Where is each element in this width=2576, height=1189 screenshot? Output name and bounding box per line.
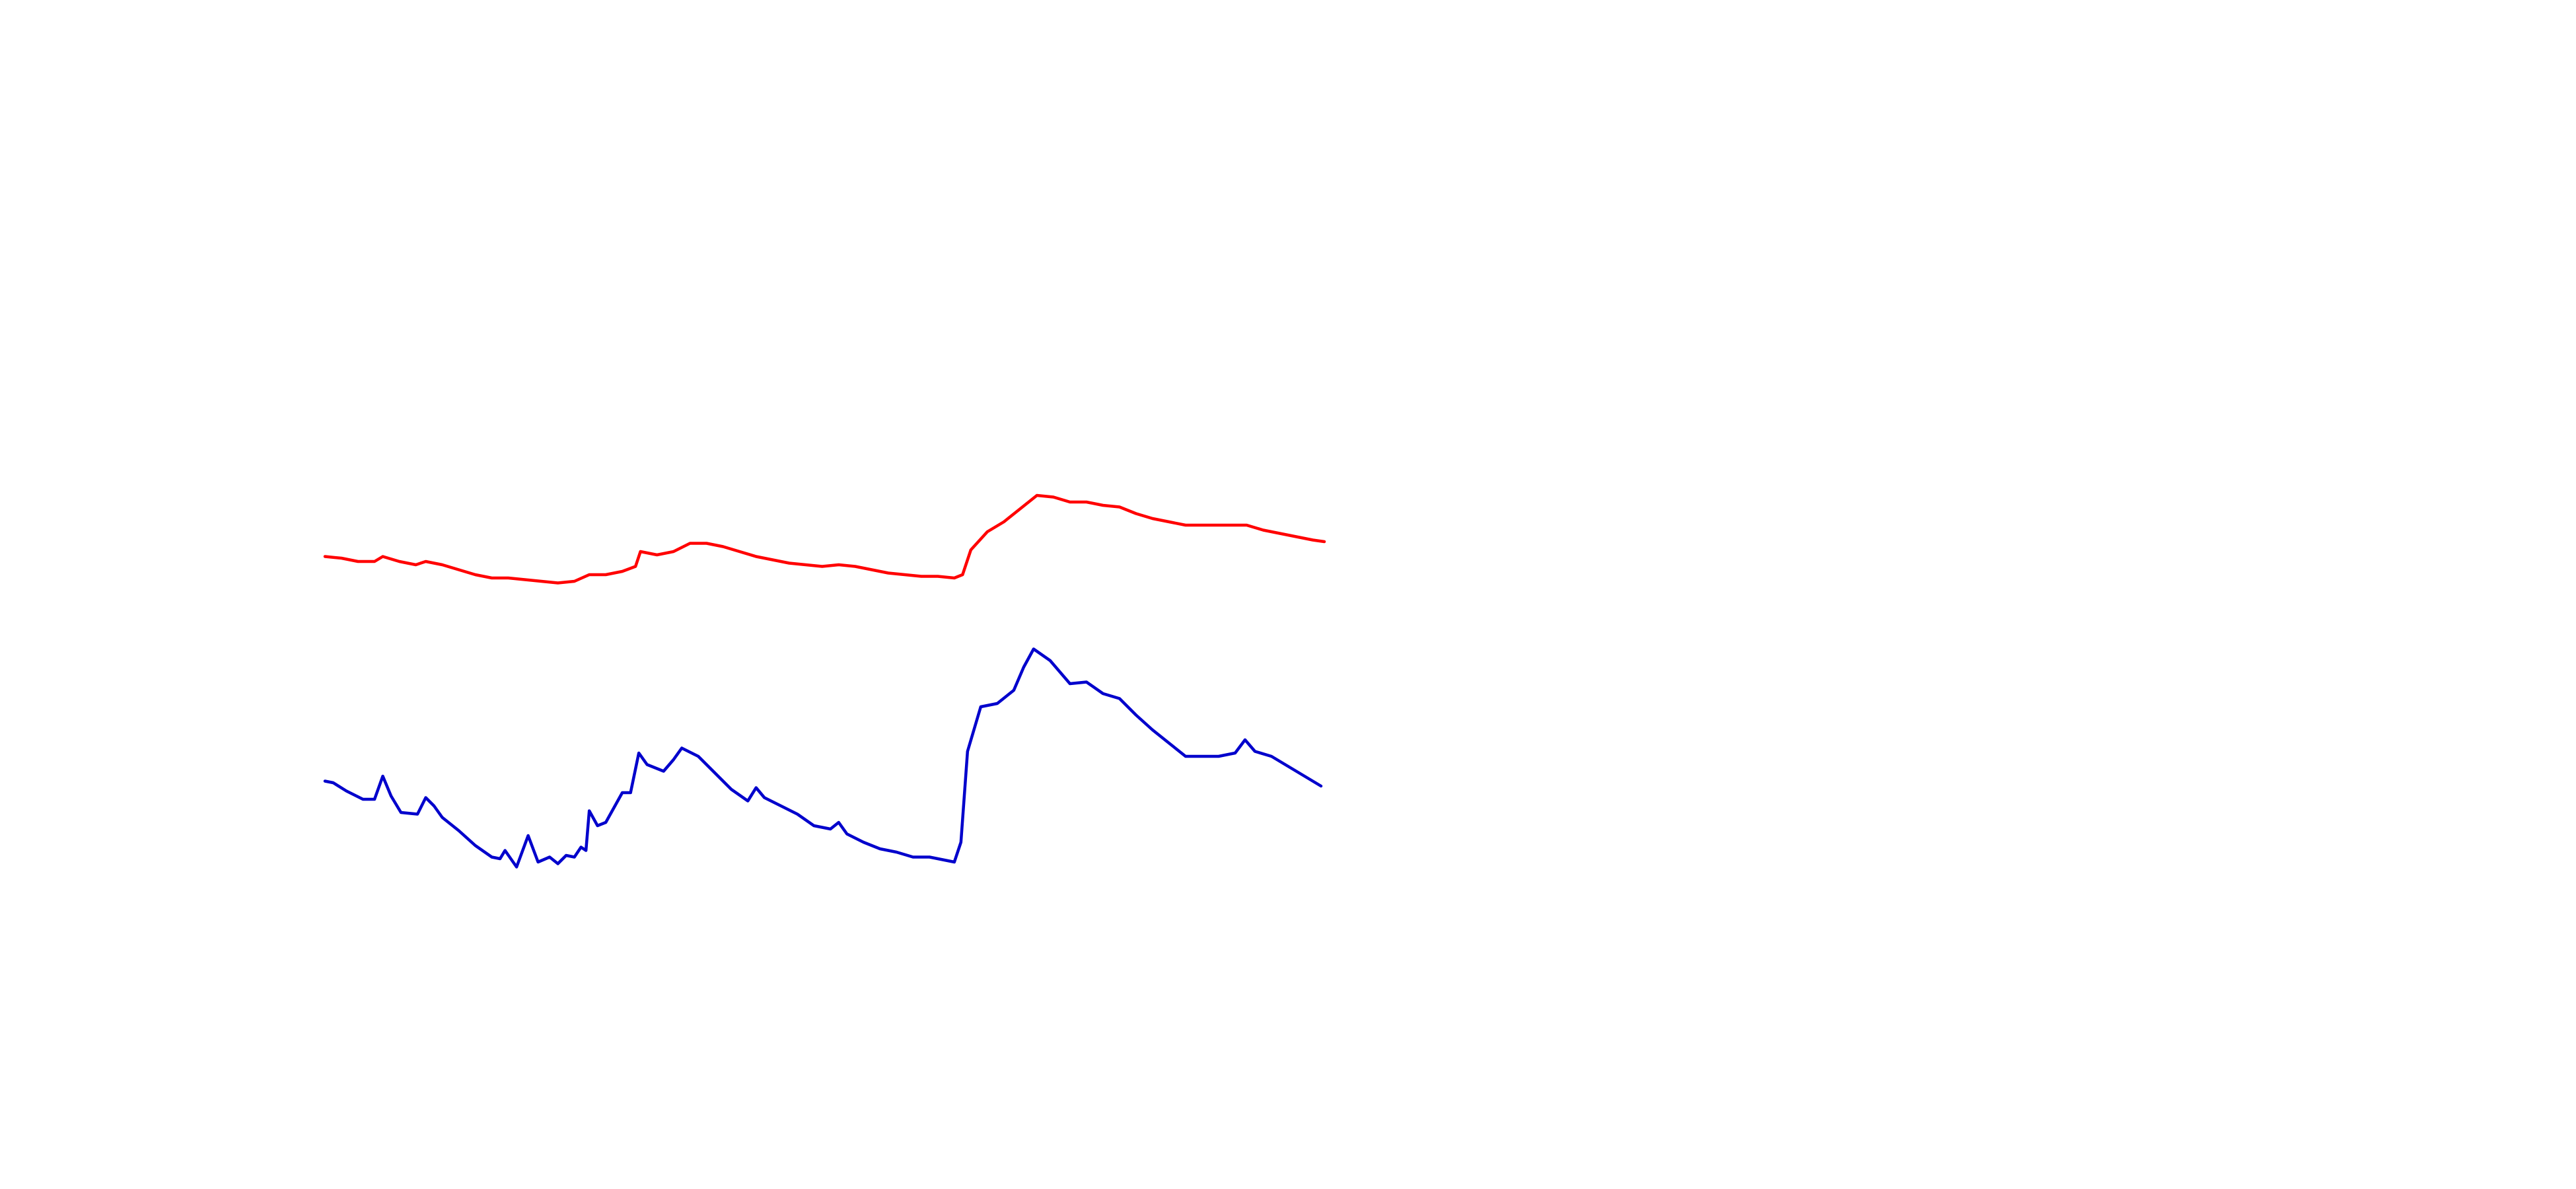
- data-line: [323, 647, 1323, 869]
- data-line: [323, 493, 1326, 585]
